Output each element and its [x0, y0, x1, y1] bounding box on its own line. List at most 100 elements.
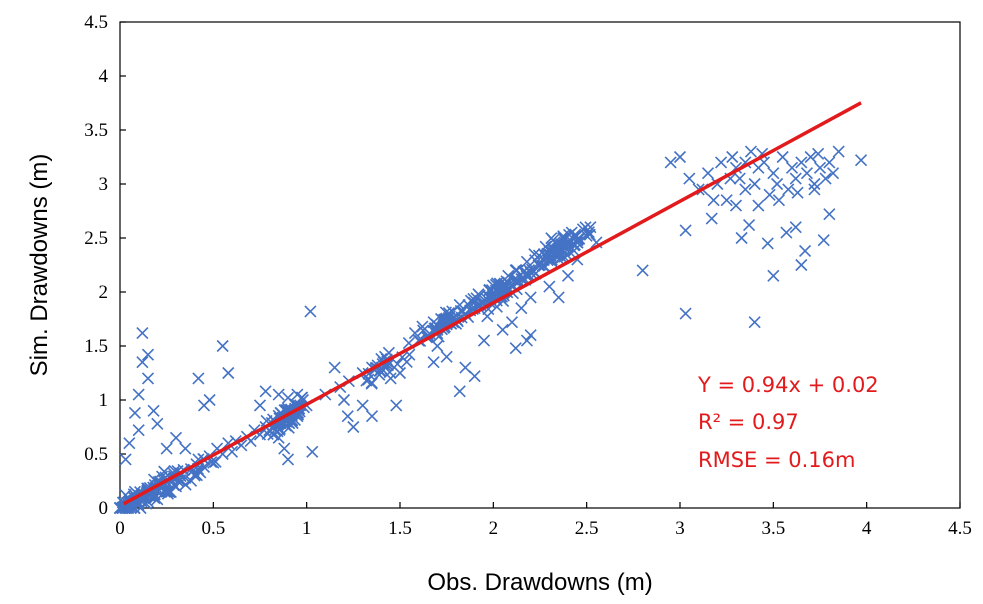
x-tick-label: 2.5	[575, 518, 599, 539]
data-point	[748, 316, 761, 329]
y-tick-label: 1	[99, 390, 109, 411]
y-tick-label: 1.5	[84, 336, 108, 357]
data-point	[782, 183, 795, 196]
data-point	[528, 248, 541, 261]
data-point	[141, 372, 155, 385]
data-point	[789, 172, 802, 185]
data-point	[743, 218, 756, 232]
data-point	[813, 161, 827, 174]
x-axis-title: Obs. Drawdowns (m)	[427, 569, 652, 596]
data-point	[136, 356, 149, 369]
data-point	[827, 167, 840, 180]
data-point	[328, 361, 341, 374]
y-tick-label: 3	[99, 174, 109, 195]
data-point	[136, 326, 149, 340]
data-point	[524, 329, 537, 342]
data-point	[558, 231, 571, 245]
data-point	[169, 431, 183, 444]
data-point	[272, 388, 285, 401]
y-tick-label: 0	[99, 498, 109, 519]
x-tick-label: 1	[302, 518, 312, 539]
data-point	[281, 453, 295, 466]
data-point	[808, 177, 821, 191]
data-point	[253, 399, 267, 412]
data-point	[791, 186, 804, 199]
trend-line	[122, 101, 862, 506]
data-point	[502, 269, 515, 282]
data-point	[160, 485, 173, 498]
data-point	[543, 280, 556, 293]
data-point	[552, 291, 565, 304]
data-point	[222, 366, 235, 380]
data-point	[799, 244, 812, 258]
x-tick-label: 3.5	[761, 518, 785, 539]
equation-label: Y = 0.94x + 0.02	[697, 373, 879, 397]
data-point	[281, 391, 295, 404]
x-tick-label: 0	[115, 518, 125, 539]
data-point	[524, 291, 537, 304]
x-tick-label: 2	[489, 518, 499, 539]
data-point	[128, 406, 141, 420]
y-tick-label: 2.5	[84, 228, 108, 249]
data-point	[767, 167, 780, 180]
data-point	[472, 288, 485, 301]
data-point	[795, 258, 808, 272]
data-point	[817, 234, 830, 247]
data-point	[584, 221, 597, 234]
data-point	[365, 410, 379, 423]
data-point	[776, 150, 789, 164]
data-point	[491, 277, 504, 290]
data-point	[705, 212, 718, 225]
data-point	[524, 266, 537, 279]
data-point	[427, 316, 440, 329]
data-point	[515, 302, 528, 315]
data-point	[360, 374, 373, 387]
y-tick-label: 3.5	[84, 120, 108, 141]
plot-frame	[119, 21, 961, 509]
data-point	[147, 473, 161, 486]
data-point	[804, 150, 817, 164]
data-point	[561, 237, 575, 250]
data-point	[515, 272, 528, 286]
data-point	[259, 385, 272, 398]
data-point	[160, 442, 173, 455]
data-point	[179, 442, 192, 455]
data-point	[735, 231, 748, 245]
data-point	[767, 269, 780, 282]
data-point	[431, 339, 444, 353]
x-tick-label: 0.5	[201, 518, 225, 539]
data-point	[520, 334, 533, 347]
data-point	[819, 172, 832, 185]
data-point	[347, 420, 360, 434]
data-point	[763, 188, 776, 201]
data-point	[761, 237, 774, 250]
data-point	[701, 167, 715, 180]
data-point	[739, 183, 752, 196]
x-tick-label: 1.5	[388, 518, 412, 539]
data-point	[400, 355, 413, 368]
data-point	[477, 334, 491, 347]
data-point	[771, 177, 784, 191]
data-point	[505, 316, 519, 329]
rmse-label: RMSE = 0.16m	[698, 448, 855, 472]
data-point	[744, 145, 757, 158]
x-tick-label: 4.5	[948, 518, 972, 539]
data-point	[752, 161, 765, 174]
data-point	[197, 399, 211, 412]
data-point	[140, 497, 153, 510]
data-point	[733, 172, 746, 185]
data-point	[636, 264, 649, 277]
data-point	[543, 253, 556, 266]
data-point	[384, 372, 397, 385]
data-point	[272, 431, 285, 444]
data-point	[823, 208, 836, 221]
x-tick-label: 4	[862, 518, 872, 539]
data-point	[291, 388, 304, 401]
data-point	[151, 417, 164, 430]
data-point	[707, 194, 720, 207]
data-point	[720, 194, 733, 207]
data-point	[808, 183, 821, 196]
data-point	[552, 242, 565, 255]
data-point	[576, 223, 589, 236]
